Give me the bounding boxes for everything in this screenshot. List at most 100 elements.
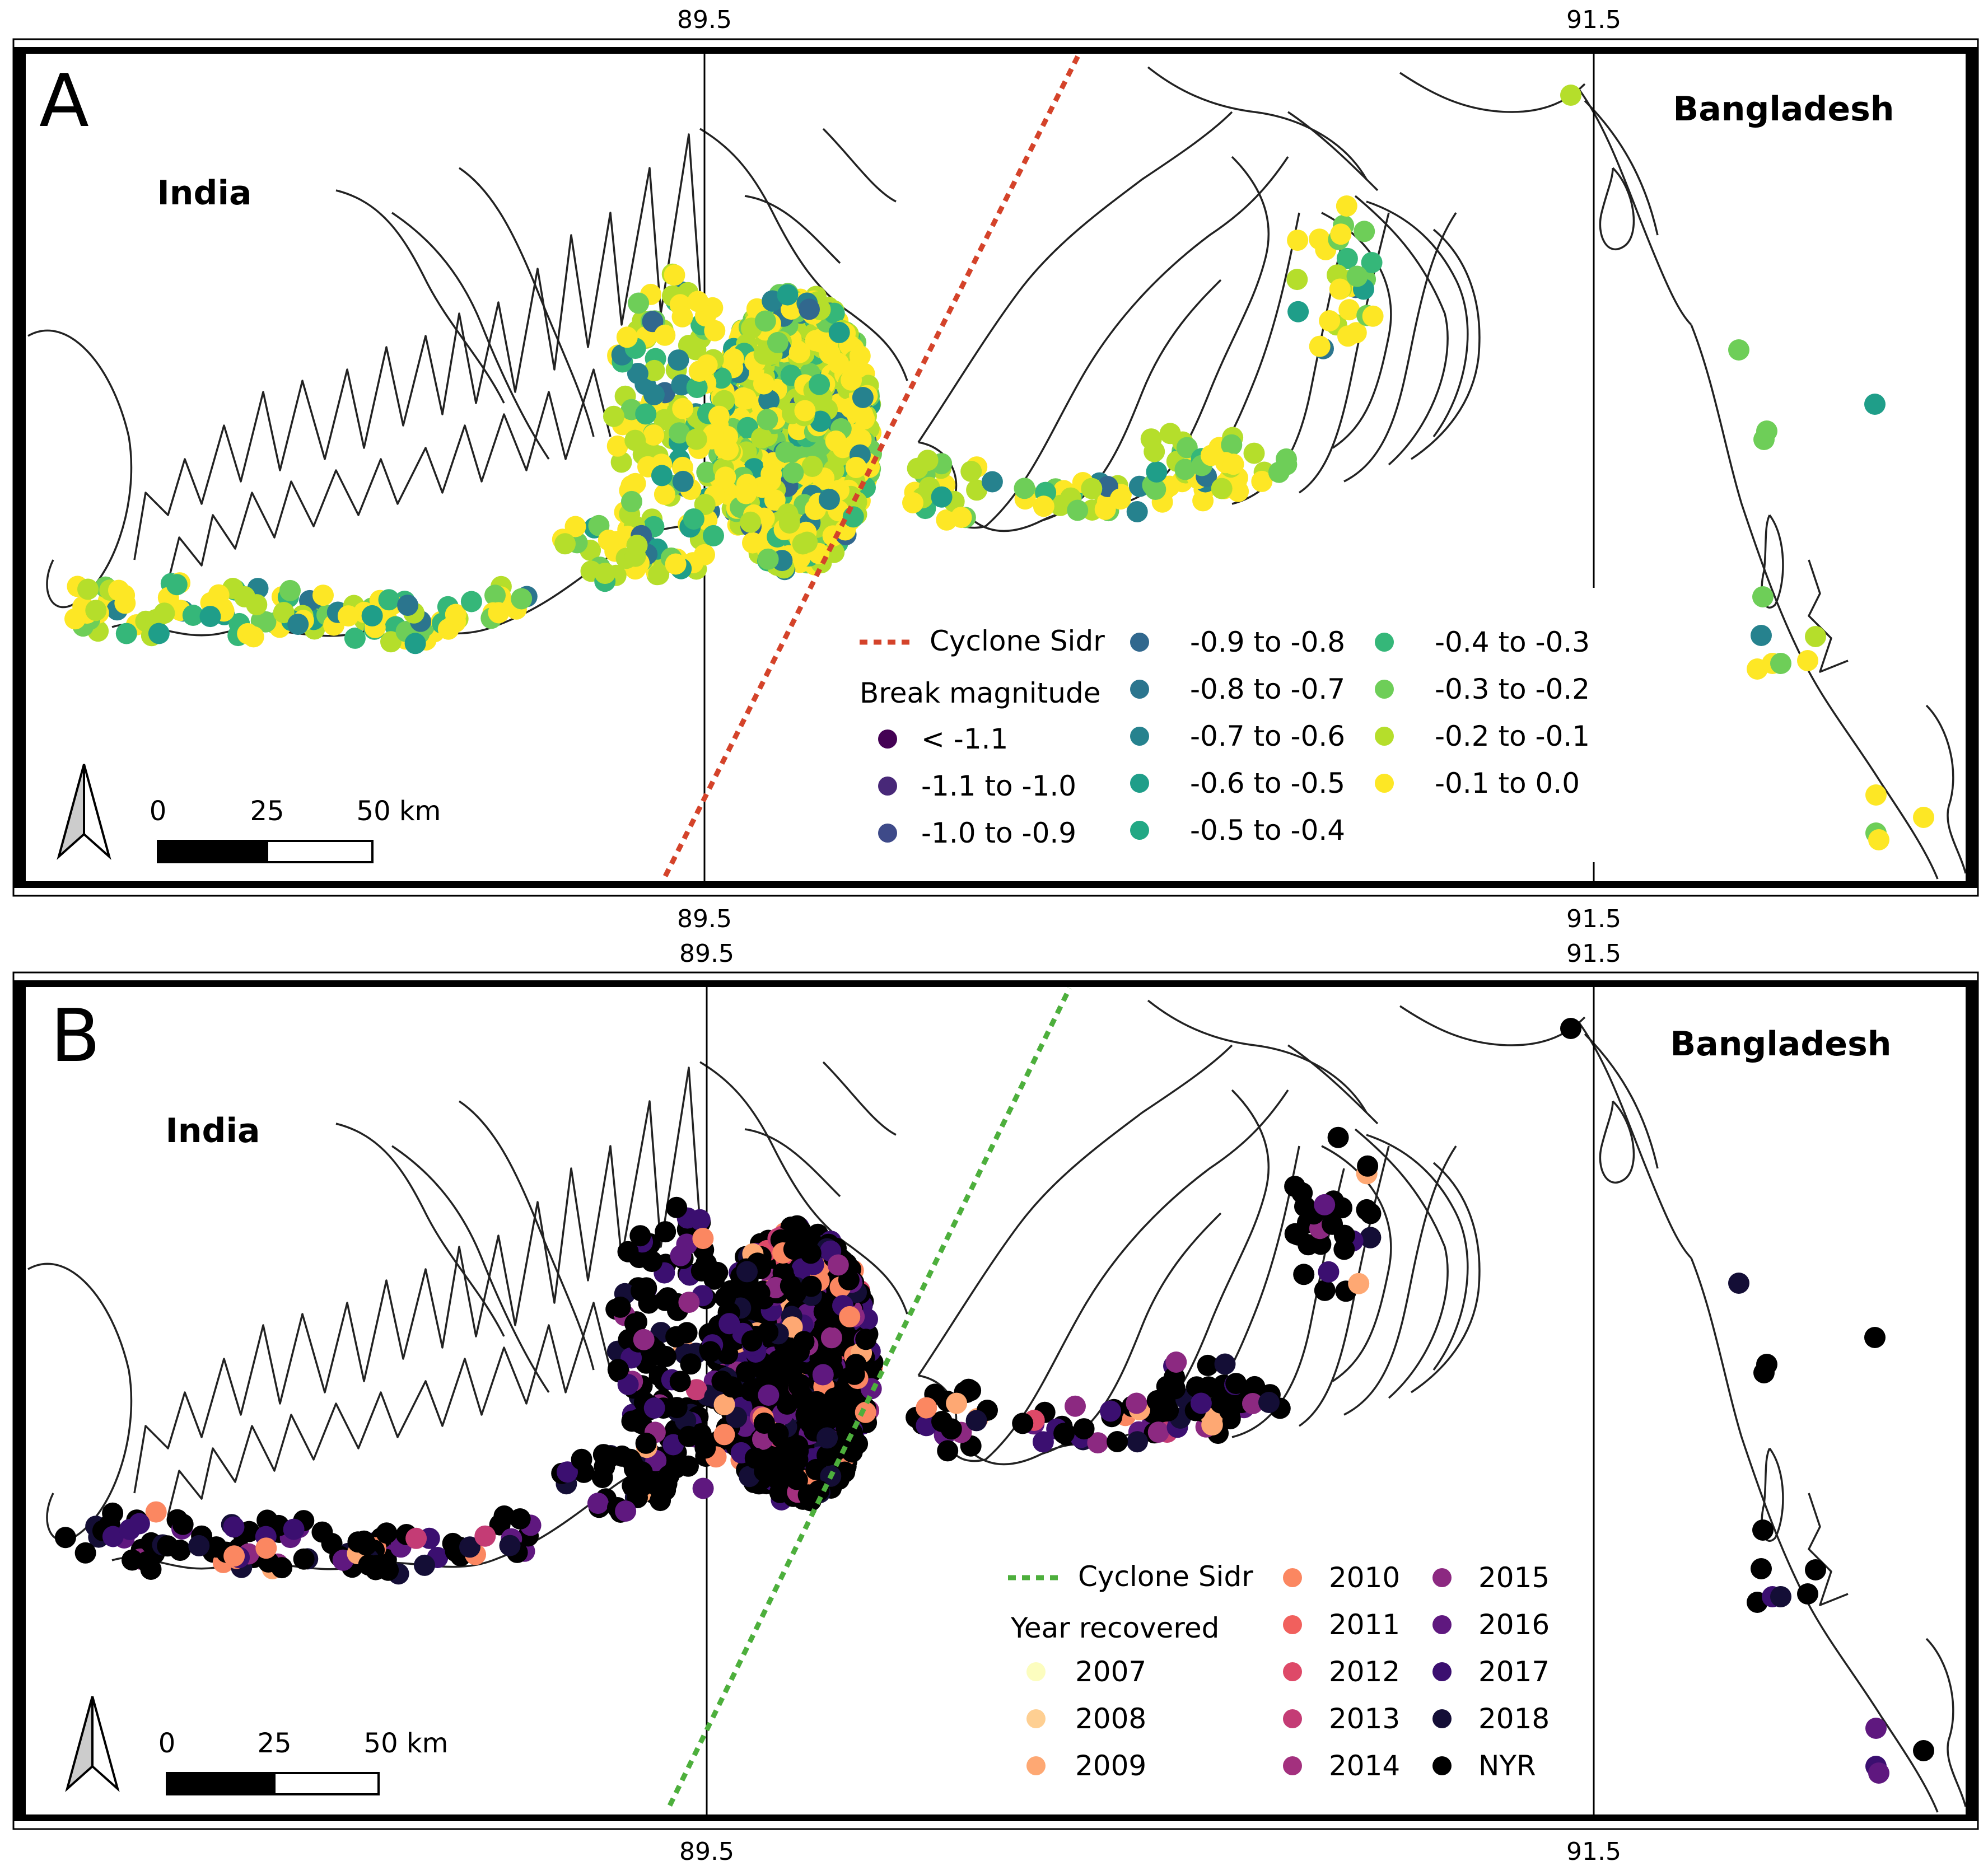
panel-a-sample-point	[1336, 247, 1358, 269]
panel-b-sample-point	[692, 1477, 714, 1499]
panel-b-sample-point	[1087, 1432, 1109, 1454]
panel-a-sample-point	[702, 424, 724, 446]
panel-a-sample-point	[809, 373, 830, 395]
panel-b-sample-point	[786, 1469, 808, 1490]
panel-a-sample-point	[757, 409, 778, 431]
panel-b-sample-point	[405, 1527, 427, 1549]
panel-a-sample-point	[166, 574, 188, 596]
panel-b-sample-point	[609, 1296, 631, 1318]
panel-b-scale-bar: 0 25 50 km	[158, 1728, 449, 1795]
panel-b-legend-swatch	[1026, 1756, 1046, 1775]
panel-a-sample-point	[651, 465, 673, 487]
panel-b-sample-point	[635, 1432, 657, 1454]
panel-b-sample-point	[690, 1260, 712, 1282]
panel-a-sample-point	[665, 553, 687, 575]
panel-b-sample-point	[841, 1441, 863, 1463]
panel-b-sample-point	[1864, 1327, 1886, 1348]
panel-b-sample-point	[1146, 1390, 1168, 1411]
panel-a-sample-point	[627, 363, 648, 385]
panel-b-scale-50km: 50 km	[364, 1728, 449, 1759]
panel-b-sample-point	[74, 1542, 96, 1564]
panel-b-sample-point	[1225, 1373, 1247, 1395]
panel-a-sample-point	[1094, 498, 1116, 520]
panel-a-sample-point	[1865, 784, 1887, 806]
panel-b-sample-point	[694, 1437, 716, 1459]
panel-b-sample-point	[1318, 1261, 1340, 1283]
panel-b-sample-point	[800, 1242, 822, 1264]
panel-b-sample-point	[376, 1522, 398, 1544]
panel-a-scale-0: 0	[150, 796, 167, 827]
panel-a-sample-point	[242, 626, 264, 648]
panel-a-sample-point	[981, 471, 1003, 493]
panel-a-sample-point	[850, 428, 872, 450]
panel-b-sample-point	[1164, 1378, 1186, 1400]
panel-a-sample-point	[643, 359, 665, 381]
panel-b-sample-point	[820, 1327, 842, 1349]
panel-b-sample-point	[414, 1554, 435, 1576]
panel-b-sample-point	[615, 1500, 637, 1522]
panel-a-sample-point	[1338, 299, 1360, 321]
panel-a-legend-label: -0.8 to -0.7	[1190, 673, 1345, 705]
panel-a-sample-point	[1753, 429, 1775, 450]
panel-a-legend-label: -0.6 to -0.5	[1190, 767, 1345, 799]
panel-a-sample-point	[931, 486, 953, 508]
panel-a-sample-point	[1126, 501, 1148, 522]
panel-b-sample-point	[1197, 1354, 1219, 1376]
panel-a-sample-point	[654, 324, 676, 346]
panel-b-sample-point	[845, 1354, 867, 1376]
panel-b-sample-point	[680, 1353, 702, 1375]
panel-b-legend-swatch	[1283, 1709, 1302, 1728]
panel-b-sample-point	[838, 1269, 860, 1290]
panel-b-legend-swatch	[1432, 1756, 1452, 1775]
panel-b-sample-point	[666, 1196, 688, 1218]
panel-b-sample-point	[1198, 1376, 1220, 1398]
panel-a-legend-label: -1.0 to -0.9	[921, 817, 1076, 849]
panel-b-legend-label: 2014	[1329, 1750, 1400, 1782]
panel-a-sample-point	[1337, 325, 1359, 347]
panel-b-sample-point	[188, 1535, 210, 1556]
panel-a-sample-point	[1286, 269, 1308, 291]
panel-a-sample-point	[1319, 310, 1341, 331]
panel-b-sample-point	[509, 1508, 531, 1530]
panel-b-sample-point	[1242, 1393, 1263, 1414]
panel-a-sample-point	[742, 532, 763, 554]
panel-b-sample-point	[713, 1393, 735, 1415]
panel-b-legend-label: 2013	[1329, 1703, 1400, 1735]
panel-a-sample-point	[361, 605, 383, 626]
panel-a-sample-point	[1728, 339, 1749, 361]
panel-a-sample-point	[1361, 252, 1383, 273]
panel-a-sample-point	[794, 400, 816, 422]
panel-b-tick-bottom-89-5: 89.5	[679, 1837, 734, 1866]
panel-a-sample-point	[694, 494, 716, 515]
panel-a-sample-point	[845, 457, 867, 478]
panel-b-sample-point	[1012, 1413, 1034, 1434]
panel-a-sample-point	[1329, 278, 1351, 300]
panel-b-sample-point	[685, 1379, 707, 1401]
panel-a-sample-point	[148, 623, 170, 644]
panel-a-sample-point	[1330, 223, 1352, 245]
panel-a-legend-swatch	[1375, 680, 1394, 699]
panel-b-sample-point	[619, 1448, 641, 1470]
panel-b-legend-label: 2007	[1075, 1655, 1146, 1688]
panel-b-sample-point	[1100, 1400, 1121, 1422]
panel-b-tick-top-91-5: 91.5	[1566, 939, 1621, 968]
panel-a-sample-point	[64, 608, 86, 630]
panel-b-sample-point	[1314, 1194, 1336, 1215]
panel-b-legend-swatch	[1432, 1568, 1452, 1587]
panel-b-sample-point	[157, 1535, 179, 1557]
panel-a-legend-swatch	[1130, 680, 1149, 699]
panel-a-sample-point	[760, 463, 782, 485]
panel-b-letter: B	[50, 993, 100, 1078]
panel-a-sample-point	[688, 361, 710, 382]
panel-a-sample-point	[842, 506, 864, 528]
panel-b-sample-point	[713, 1424, 735, 1446]
panel-b-sample-point	[633, 1329, 655, 1350]
panel-b-legend-swatch	[1283, 1568, 1302, 1587]
panel-b-sample-point	[641, 1251, 663, 1273]
panel-b-sample-point	[812, 1364, 834, 1386]
panel-a-sample-point	[664, 264, 685, 286]
panel-a-sample-point	[668, 349, 689, 371]
panel-b-sample-point	[678, 1292, 700, 1313]
panel-a-sample-point	[1211, 478, 1233, 499]
panel-a-sample-point	[708, 405, 730, 427]
